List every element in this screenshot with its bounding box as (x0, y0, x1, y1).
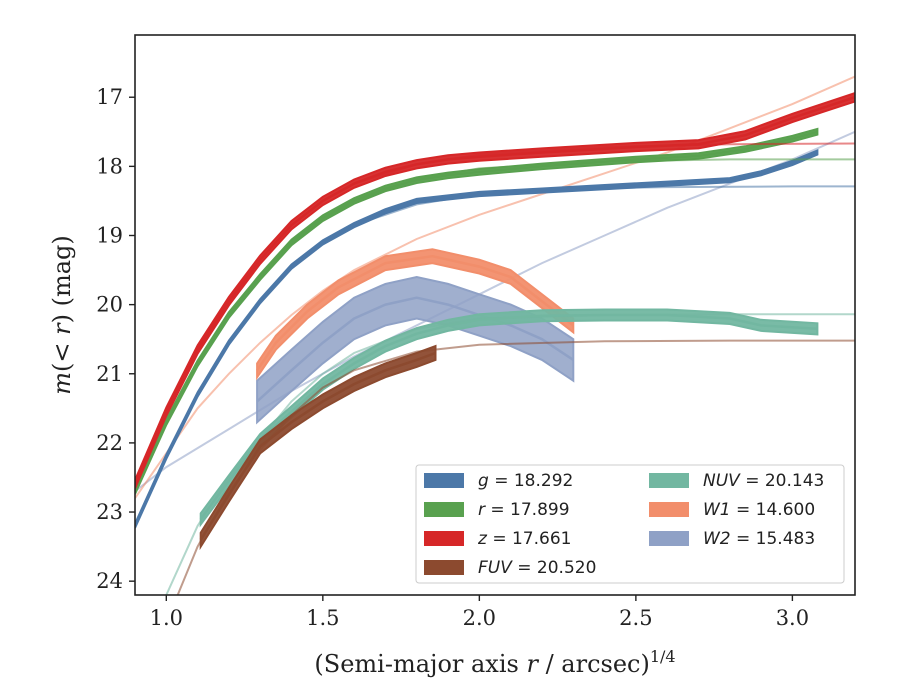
y-tick-label: 24 (96, 569, 123, 593)
series-line-w1 (256, 254, 575, 372)
y-axis-label: m(< r) (mag) (48, 235, 76, 395)
series-line-z (135, 96, 855, 485)
y-tick-label: 22 (96, 431, 123, 455)
y-tick-label: 18 (96, 154, 123, 178)
legend-swatch-r (424, 502, 464, 517)
series-line-w2 (256, 296, 574, 403)
legend-label-g: g = 18.292 (478, 471, 573, 491)
plot-area (135, 75, 855, 595)
series-band-w1 (256, 248, 575, 381)
series-band-g (135, 149, 819, 529)
plot-frame (134, 34, 856, 596)
legend-label-nuv: NUV = 20.143 (703, 471, 824, 491)
legend-swatch-g (424, 473, 464, 488)
series-line-nuv (199, 313, 818, 520)
axes: 1.0 1.5 2.0 2.5 3.0 17 18 19 20 21 22 23 24 (96, 85, 809, 630)
x-tick-label: 1.0 (150, 606, 183, 630)
legend-swatch-w1 (649, 502, 689, 517)
x-tick-label: 3.0 (776, 606, 809, 630)
legend: g = 18.292 r = 17.899 z = 17.661 FUV = 20.5… (415, 464, 845, 584)
legend-label-fuv: FUV = 20.520 (478, 558, 596, 578)
legend-swatch-z (424, 531, 464, 546)
legend-label-w2: W2 = 15.483 (703, 529, 815, 549)
series-fit-fuv (176, 339, 855, 595)
y-tick-label: 17 (96, 85, 123, 109)
y-tick-label: 19 (96, 223, 123, 247)
x-tick-label: 1.5 (306, 606, 339, 630)
series-fit-w2 (135, 130, 855, 493)
series-line-g (135, 151, 818, 527)
y-tick-label: 21 (96, 362, 123, 386)
series-band-r (135, 127, 819, 495)
legend-swatch-nuv (649, 473, 689, 488)
legend-label-w1: W1 = 14.600 (703, 500, 815, 520)
x-axis-label: (Semi-major axis r / arcsec)1/4 (314, 647, 675, 678)
y-tick-label: 23 (96, 500, 123, 524)
y-tick-label: 20 (96, 293, 123, 317)
series-line-r (135, 130, 818, 492)
legend-box (415, 464, 845, 584)
x-tick-label: 2.5 (619, 606, 652, 630)
legend-swatch-w2 (649, 531, 689, 546)
x-tick-label: 2.0 (463, 606, 496, 630)
series-line-fuv (199, 351, 436, 541)
legend-swatch-fuv (424, 560, 464, 575)
legend-label-r: r = 17.899 (478, 500, 570, 520)
legend-label-z: z = 17.661 (477, 529, 571, 549)
series-band-z (135, 92, 855, 489)
